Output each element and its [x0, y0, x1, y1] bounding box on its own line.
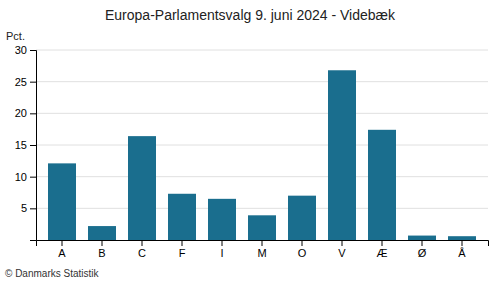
x-tick: F — [179, 240, 186, 259]
x-tick: O — [298, 240, 307, 259]
y-axis: 5 10 15 20 25 30 — [15, 44, 37, 240]
grid-line — [36, 81, 488, 82]
bar — [288, 196, 316, 240]
y-tick-label: 20 — [15, 107, 27, 119]
y-tick: 5 — [21, 202, 36, 214]
y-tick-label: 30 — [15, 44, 27, 56]
x-tick-label: Å — [458, 247, 466, 259]
x-tick-mark — [462, 240, 463, 246]
x-tick-mark — [62, 240, 63, 246]
y-tick-mark — [30, 50, 36, 51]
plot: 5 10 15 20 25 30 A B C F I M O V Æ Ø Å — [15, 44, 489, 259]
bar — [88, 226, 116, 240]
x-tick: A — [58, 240, 66, 259]
x-tick: Æ — [377, 240, 388, 259]
x-tick: C — [138, 240, 146, 259]
x-tick-mark — [422, 240, 423, 246]
y-tick-label: 15 — [15, 139, 27, 151]
grid-line — [36, 113, 488, 114]
x-tick-label: Æ — [377, 247, 388, 259]
y-axis-label: Pct. — [6, 30, 25, 42]
chart-svg: Europa-Parlamentsvalg 9. juni 2024 - Vid… — [0, 0, 500, 282]
bars — [48, 70, 476, 240]
x-tick-label: Ø — [418, 247, 427, 259]
x-tick-label: I — [220, 247, 223, 259]
y-tick: 20 — [15, 107, 36, 119]
x-tick: Å — [458, 240, 466, 259]
x-tick: M — [257, 240, 266, 259]
x-tick-mark — [102, 240, 103, 246]
bar — [48, 163, 76, 240]
y-tick: 10 — [15, 171, 36, 183]
y-tick-mark — [30, 177, 36, 178]
x-tick-label: M — [257, 247, 266, 259]
bar — [448, 236, 476, 240]
grid-line — [36, 176, 488, 177]
x-tick-label: O — [298, 247, 307, 259]
y-tick: 30 — [15, 44, 36, 56]
x-tick-mark — [262, 240, 263, 246]
x-tick: V — [338, 240, 346, 259]
y-tick-label: 10 — [15, 171, 27, 183]
x-tick-label: V — [338, 247, 346, 259]
x-tick-label: A — [58, 247, 66, 259]
x-tick-mark — [382, 240, 383, 246]
title: Europa-Parlamentsvalg 9. juni 2024 - Vid… — [105, 7, 396, 23]
x-tick-mark — [142, 240, 143, 246]
x-tick-mark — [342, 240, 343, 246]
y-tick: 15 — [15, 139, 36, 151]
x-tick-mark — [182, 240, 183, 246]
bar — [328, 70, 356, 240]
bar — [208, 199, 236, 240]
grid-line — [36, 145, 488, 146]
x-tick-label: C — [138, 247, 146, 259]
y-tick-mark — [30, 208, 36, 209]
y-axis-line — [30, 51, 37, 241]
x-tick: B — [98, 240, 105, 259]
x-tick-mark — [302, 240, 303, 246]
y-tick-mark — [30, 145, 36, 146]
x-tick-mark — [222, 240, 223, 246]
x-axis-line — [37, 241, 489, 247]
chart-container: Europa-Parlamentsvalg 9. juni 2024 - Vid… — [0, 0, 500, 282]
x-axis: ABCFIMOVÆØÅ — [37, 240, 489, 259]
grid-line — [36, 50, 488, 51]
x-tick-label: F — [179, 247, 186, 259]
bar — [368, 130, 396, 240]
x-tick: I — [220, 240, 223, 259]
grid-line — [36, 208, 488, 209]
bar — [408, 236, 436, 240]
x-tick-label: B — [98, 247, 105, 259]
y-tick-label: 25 — [15, 76, 27, 88]
y-tick-mark — [30, 113, 36, 114]
grid — [36, 50, 488, 208]
x-tick: Ø — [418, 240, 427, 259]
footer: © Danmarks Statistik — [5, 268, 100, 279]
bar — [128, 136, 156, 240]
y-tick-label: 5 — [21, 202, 27, 214]
y-tick: 25 — [15, 76, 36, 88]
bar — [248, 215, 276, 240]
y-tick-mark — [30, 82, 36, 83]
bar — [168, 194, 196, 240]
